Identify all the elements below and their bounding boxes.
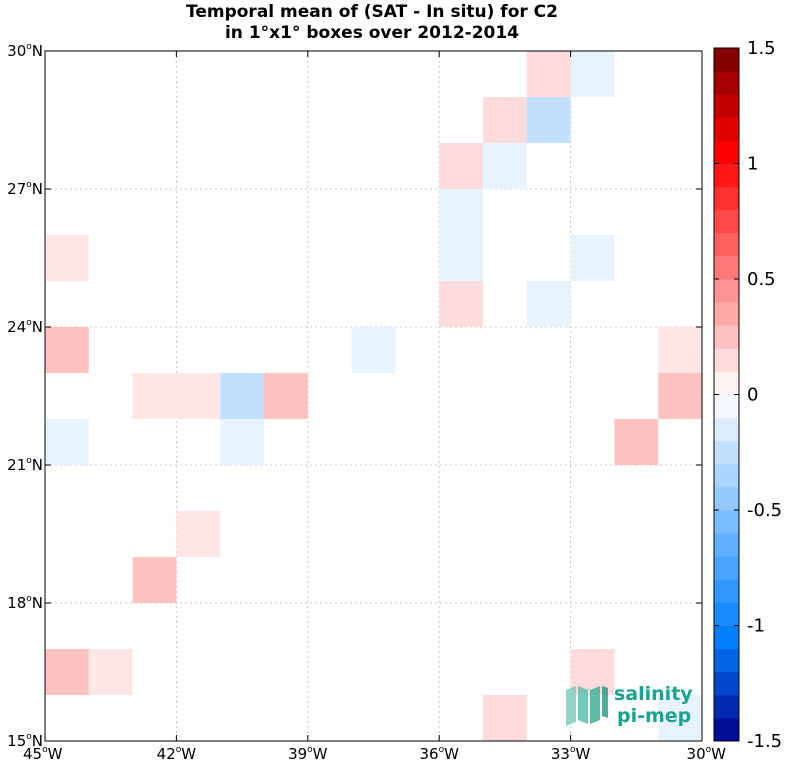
colorbar-tick-label: 1.5 (747, 38, 776, 59)
y-tick-label: 18oN (7, 594, 43, 612)
heatmap-cell (439, 143, 483, 189)
colorbar-segment (714, 163, 739, 188)
logo-line-1: salinity (614, 683, 693, 705)
colorbar-segment (714, 48, 739, 72)
colorbar-segment (714, 394, 739, 419)
heatmap-cell (176, 511, 221, 557)
colorbar-segment (714, 232, 739, 257)
y-tick-label: 27oN (7, 180, 43, 198)
colorbar-tick-label: 1 (747, 154, 758, 175)
heatmap-cell (570, 51, 615, 97)
x-tick-label: 39oW (288, 745, 328, 763)
colorbar-segment (714, 255, 739, 280)
heatmap-cell (45, 419, 89, 465)
y-axis-ticks: 15oN 18oN 21oN 24oN 27oN 30oN (7, 42, 702, 750)
colorbar-tick-label: -1.5 (747, 731, 782, 752)
colorbar-segment (714, 417, 739, 442)
heatmap-cell (483, 143, 527, 189)
colorbar-tick-label: 0 (747, 385, 758, 406)
heatmap-cell (88, 649, 133, 695)
colorbar-segment (714, 348, 739, 372)
chart-title-line-1: Temporal mean of (SAT - In situ) for C2 (186, 2, 558, 22)
colorbar-segment (714, 486, 739, 511)
heatmap-cell (45, 649, 89, 695)
heatmap-cell (132, 373, 177, 419)
heatmap-cell (658, 695, 702, 741)
colorbar-segment (714, 602, 739, 626)
heatmap-cell (658, 373, 702, 419)
colorbar-tick-label: -1 (747, 616, 765, 637)
heatmap-cell (264, 373, 308, 419)
x-tick-label: 36oW (419, 745, 459, 763)
heatmap-cell (526, 51, 571, 97)
colorbar-segment (714, 625, 739, 650)
colorbar-segment (714, 279, 739, 303)
y-tick-label: 30oN (7, 42, 43, 60)
heatmap-cell (658, 327, 702, 373)
colorbar-segment (714, 209, 739, 234)
heatmap-cell (132, 557, 177, 603)
y-tick-label: 21oN (7, 456, 43, 474)
colorbar-segment (714, 671, 739, 696)
colorbar-segment (714, 440, 739, 465)
heatmap-cell (176, 373, 221, 419)
y-tick-label: 24oN (7, 318, 43, 336)
colorbar-segment (714, 463, 739, 488)
colorbar-segment (714, 94, 739, 118)
colorbar-segment (714, 510, 739, 534)
colorbar-segment (714, 186, 739, 211)
colorbar-segment (714, 579, 739, 603)
colorbar-segment (714, 325, 739, 349)
x-tick-label: 33oW (551, 745, 591, 763)
x-axis-ticks: 45oW 42oW 39oW 36oW 33oW 30oW (23, 51, 726, 763)
heatmap-cell (45, 327, 89, 373)
colorbar-segment (714, 533, 739, 557)
heatmap-cell (570, 235, 615, 281)
colorbar-tick-label: -0.5 (747, 500, 782, 521)
heatmap-cell (439, 235, 483, 281)
heatmap-cell (351, 327, 396, 373)
colorbar-segment (714, 717, 739, 742)
colorbar-segment (714, 556, 739, 580)
heatmap-cell (570, 649, 615, 695)
heatmap-cell (526, 97, 571, 143)
heatmap-cell (483, 97, 527, 143)
plot-frame (44, 50, 703, 742)
colorbar-ticks: 1.5 1 0.5 0 -0.5 -1 -1.5 (714, 38, 782, 752)
heatmap-cell (483, 695, 527, 741)
colorbar-segment (714, 302, 739, 326)
colorbar-segment (714, 694, 739, 719)
logo-wave-icon (566, 686, 608, 726)
colorbar-segment (714, 371, 739, 395)
chart-title-line-2: in 1°x1° boxes over 2012-2014 (225, 23, 519, 43)
colorbar-segment (714, 117, 739, 141)
logo-line-2: pi-mep (617, 705, 691, 727)
salinity-pi-mep-logo: salinity pi-mep (566, 683, 693, 727)
x-tick-label: 45oW (23, 745, 63, 763)
colorbar-segment (714, 648, 739, 673)
colorbar-segment (714, 71, 739, 95)
heatmap-cell (439, 281, 483, 327)
x-tick-label: 42oW (157, 745, 197, 763)
colorbar-segment (714, 140, 739, 164)
y-tick-label: 15oN (7, 732, 43, 750)
heatmap-cell (439, 189, 483, 235)
colorbar (714, 48, 739, 742)
heatmap-cell (526, 281, 571, 327)
heatmap-cell (614, 419, 659, 465)
heatmap-cells (45, 51, 702, 741)
heatmap-cell (220, 419, 264, 465)
heatmap-cell (220, 373, 264, 419)
heatmap-cell (45, 235, 89, 281)
x-tick-label: 30oW (687, 745, 727, 763)
colorbar-tick-label: 0.5 (747, 269, 776, 290)
